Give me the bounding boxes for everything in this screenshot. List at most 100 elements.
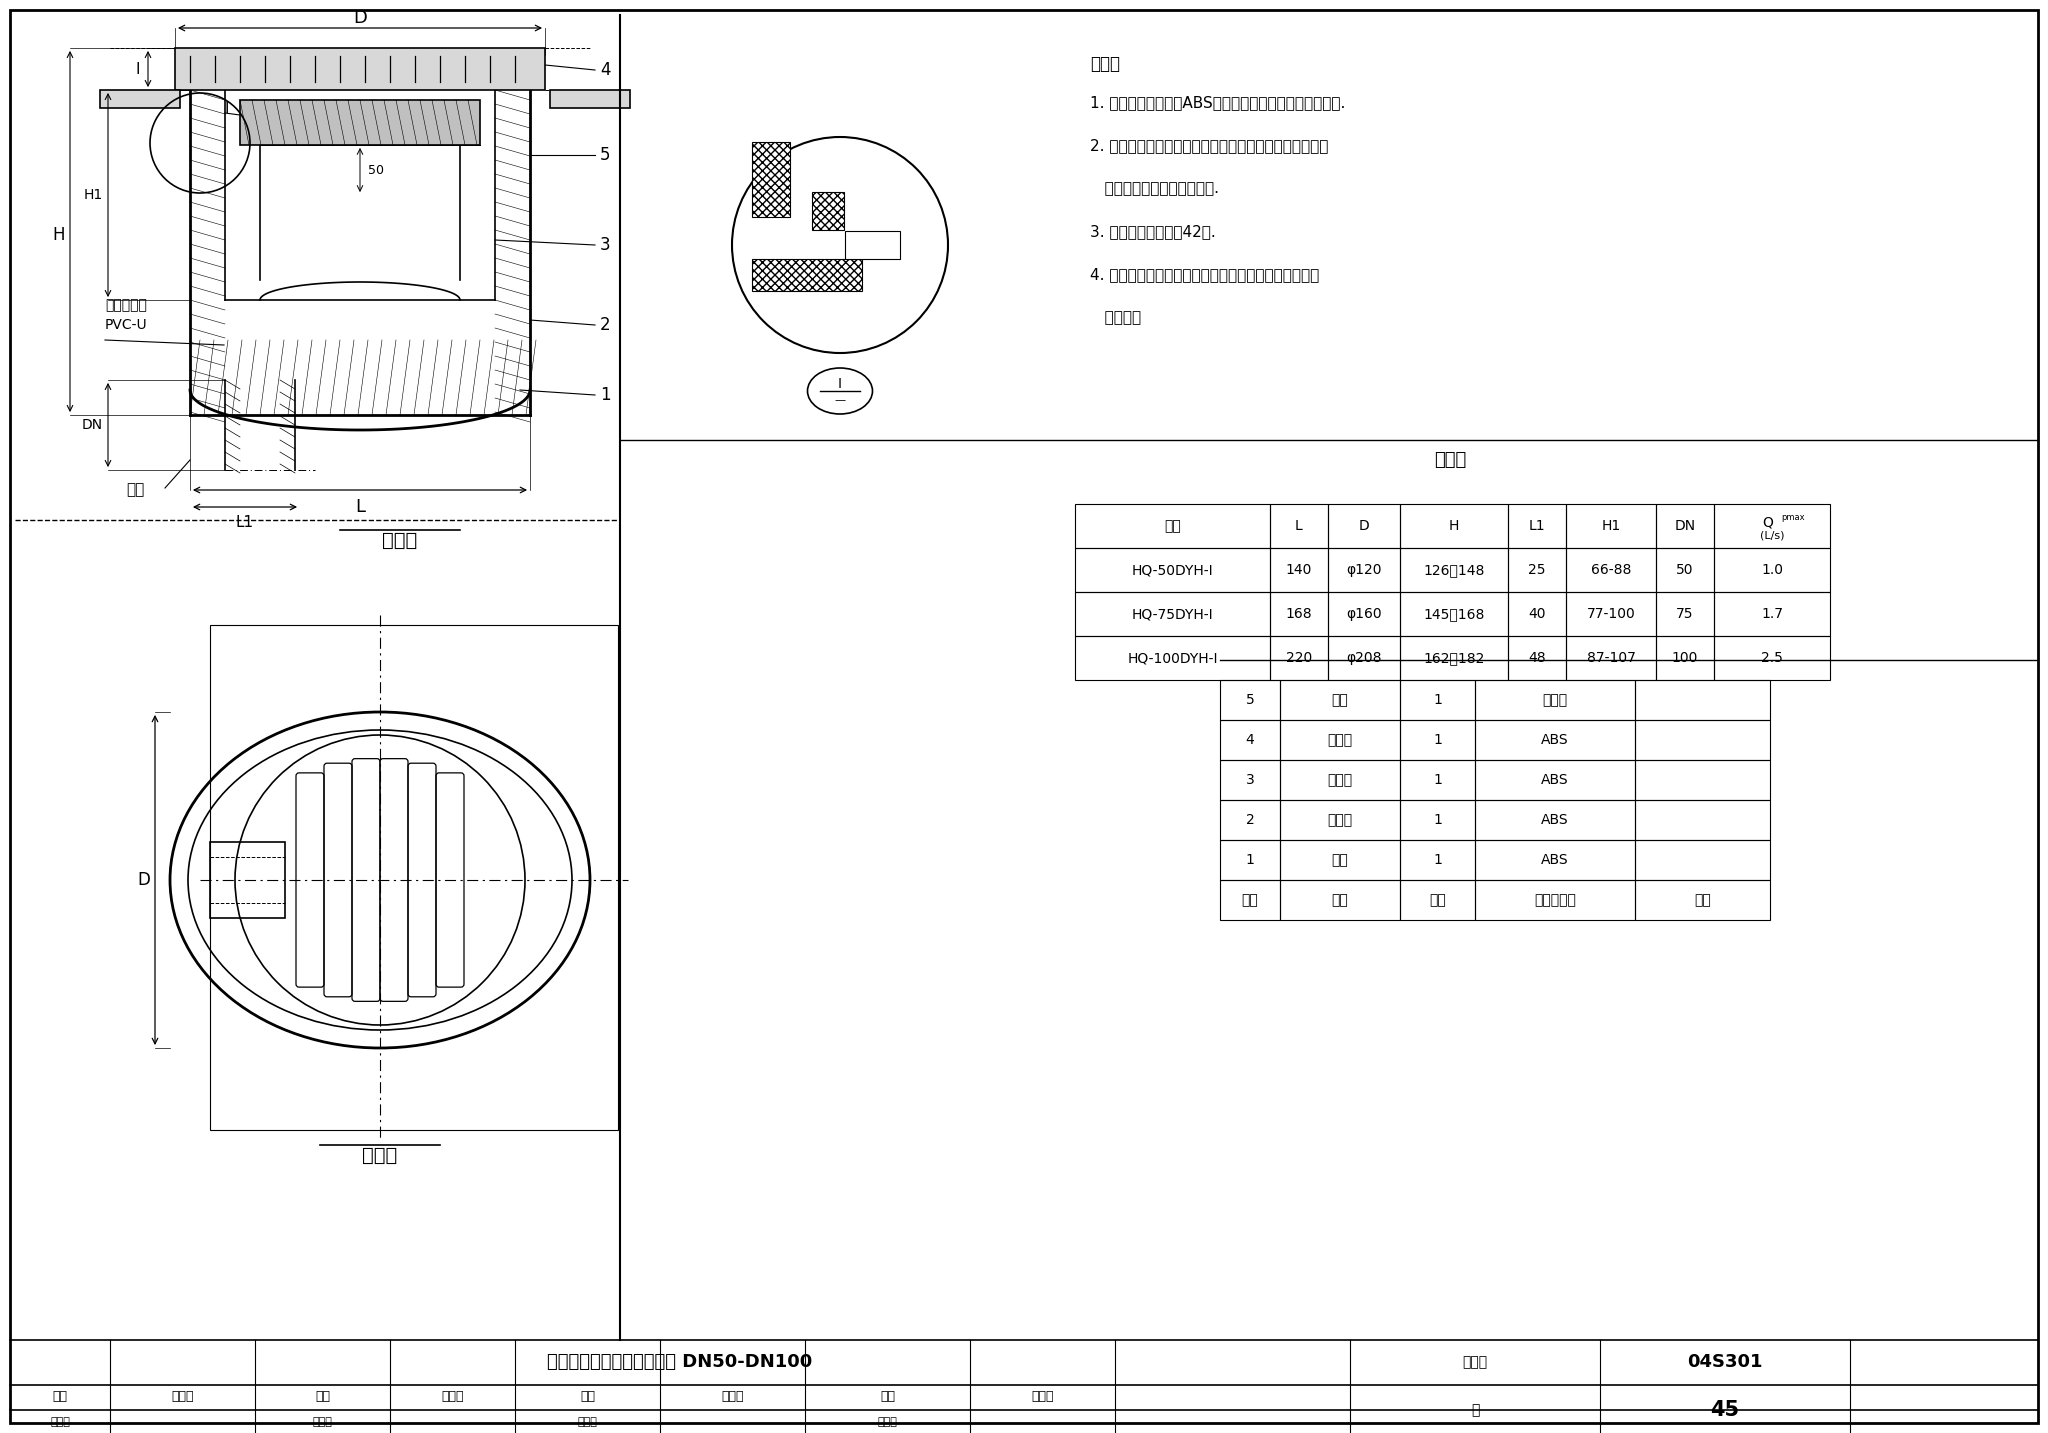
Bar <box>174 47 545 90</box>
Bar <box>1634 840 1769 880</box>
Bar <box>1507 592 1567 636</box>
Bar <box>1327 504 1401 547</box>
Text: 75: 75 <box>1675 608 1694 620</box>
Text: 2. 本产品本体也可采用铸铁，排出管采用衬塑镀锌钢管，: 2. 本产品本体也可采用铸铁，排出管采用衬塑镀锌钢管， <box>1090 138 1329 153</box>
Bar <box>1475 681 1634 719</box>
Text: 冯旭东: 冯旭东 <box>172 1390 195 1403</box>
Text: 220: 220 <box>1286 651 1313 665</box>
Text: φ160: φ160 <box>1346 608 1382 620</box>
Bar <box>1475 840 1634 880</box>
Bar <box>1657 592 1714 636</box>
Text: 2.5: 2.5 <box>1761 651 1784 665</box>
Bar <box>1714 592 1831 636</box>
Bar <box>1507 504 1567 547</box>
Text: ABS: ABS <box>1542 772 1569 787</box>
Bar <box>1401 592 1507 636</box>
Bar <box>1221 840 1280 880</box>
Bar <box>811 192 844 231</box>
Bar <box>1401 681 1475 719</box>
Bar <box>1567 504 1657 547</box>
Bar <box>1280 759 1401 800</box>
Bar <box>752 259 862 291</box>
Text: 图集号: 图集号 <box>1462 1356 1487 1369</box>
Bar <box>1401 759 1475 800</box>
Bar <box>1634 800 1769 840</box>
Bar <box>1507 547 1567 592</box>
Text: 1: 1 <box>1434 694 1442 706</box>
Text: 料编制．: 料编制． <box>1090 310 1141 325</box>
Text: H: H <box>1448 519 1458 533</box>
Text: 塑料排水管: 塑料排水管 <box>104 298 147 312</box>
Text: 说明：: 说明： <box>1090 54 1120 73</box>
Text: L: L <box>354 499 365 516</box>
Text: D: D <box>352 9 367 27</box>
Text: 名称: 名称 <box>1331 893 1348 907</box>
Text: 1: 1 <box>1245 853 1255 867</box>
Bar <box>1475 719 1634 759</box>
Text: 审核: 审核 <box>53 1390 68 1403</box>
Text: 序号: 序号 <box>1241 893 1257 907</box>
Text: I: I <box>225 100 229 116</box>
Bar <box>1714 636 1831 681</box>
Text: 螺纹连接（本图中未表示）.: 螺纹连接（本图中未表示）. <box>1090 181 1219 196</box>
Bar <box>1401 719 1475 759</box>
Bar <box>1075 547 1270 592</box>
Text: PVC-U: PVC-U <box>104 318 147 332</box>
Bar <box>1280 880 1401 920</box>
Text: (L/s): (L/s) <box>1759 530 1784 540</box>
Text: HQ-50DYH-I: HQ-50DYH-I <box>1133 563 1212 577</box>
Text: —: — <box>834 396 846 406</box>
Bar <box>1401 840 1475 880</box>
Text: 140: 140 <box>1286 563 1313 577</box>
Text: Q: Q <box>1763 516 1774 529</box>
Text: 调节段: 调节段 <box>1327 734 1352 747</box>
Text: 马信国: 马信国 <box>721 1390 743 1403</box>
Text: ABS: ABS <box>1542 853 1569 867</box>
Bar <box>1327 547 1401 592</box>
Text: L: L <box>1294 519 1303 533</box>
Text: DN: DN <box>1675 519 1696 533</box>
Circle shape <box>731 138 948 353</box>
Text: 50: 50 <box>1675 563 1694 577</box>
Text: 水封件: 水封件 <box>1327 772 1352 787</box>
Text: 3: 3 <box>600 236 610 254</box>
Text: 塑料直埋式防溢地漏构造图 DN50-DN100: 塑料直埋式防溢地漏构造图 DN50-DN100 <box>547 1353 813 1371</box>
Text: 陈龙英: 陈龙英 <box>1032 1390 1055 1403</box>
Text: H1: H1 <box>84 188 102 202</box>
Text: 48: 48 <box>1528 651 1546 665</box>
Text: 材质或规格: 材质或规格 <box>1534 893 1577 907</box>
Text: 构造图: 构造图 <box>383 530 418 549</box>
Bar <box>1075 636 1270 681</box>
Bar <box>1401 880 1475 920</box>
Bar <box>1401 636 1507 681</box>
Bar <box>1401 547 1507 592</box>
Text: H1: H1 <box>1602 519 1620 533</box>
Bar <box>1567 547 1657 592</box>
Bar <box>1327 636 1401 681</box>
Text: 1. 本图中，本体采用ABS塑料，排出管采用塑料管，粘接.: 1. 本图中，本体采用ABS塑料，排出管采用塑料管，粘接. <box>1090 95 1346 110</box>
Bar <box>1270 636 1327 681</box>
Bar <box>1075 504 1270 547</box>
Text: 尺寸表: 尺寸表 <box>1434 451 1466 469</box>
Bar <box>1280 800 1401 840</box>
Bar <box>1221 800 1280 840</box>
Text: 俯视图: 俯视图 <box>362 1145 397 1165</box>
Bar <box>1475 800 1634 840</box>
Text: 145～168: 145～168 <box>1423 608 1485 620</box>
Text: 不锈钢: 不锈钢 <box>1542 694 1567 706</box>
Bar <box>1714 504 1831 547</box>
Text: φ120: φ120 <box>1346 563 1382 577</box>
Bar <box>752 142 791 216</box>
Text: 1.7: 1.7 <box>1761 608 1784 620</box>
Bar <box>1634 719 1769 759</box>
Bar <box>846 231 899 259</box>
Text: 陈龙英: 陈龙英 <box>877 1417 897 1427</box>
Bar <box>1221 681 1280 719</box>
Bar <box>1401 504 1507 547</box>
Text: 04S301: 04S301 <box>1688 1353 1763 1371</box>
Text: 77-100: 77-100 <box>1587 608 1636 620</box>
Bar <box>1634 759 1769 800</box>
Text: 100: 100 <box>1671 651 1698 665</box>
Text: H: H <box>53 226 66 244</box>
Bar <box>1075 592 1270 636</box>
